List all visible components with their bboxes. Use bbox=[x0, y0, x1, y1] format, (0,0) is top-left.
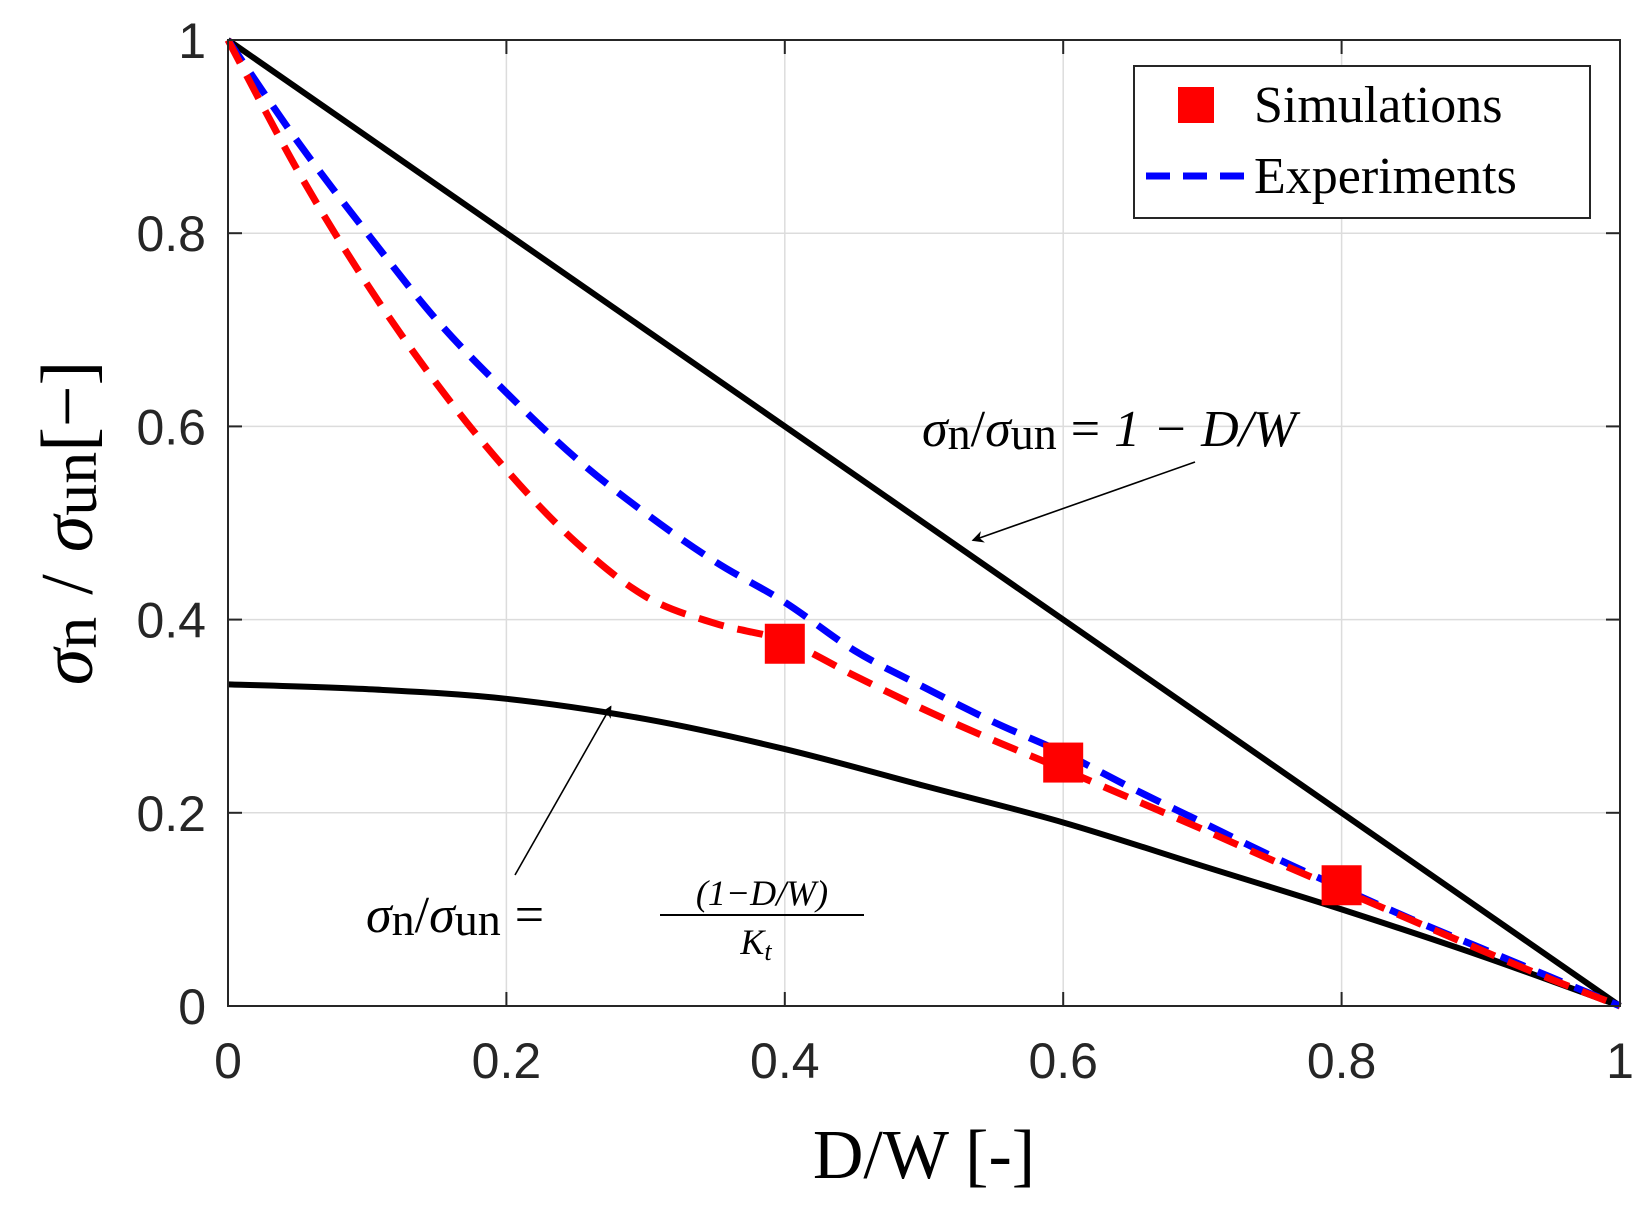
svg-text:Kt: Kt bbox=[739, 922, 772, 966]
ann-kt-equals: = bbox=[515, 887, 544, 944]
x-tick-label: 0.6 bbox=[1028, 1033, 1098, 1089]
ann-linear-equals: = bbox=[1071, 401, 1100, 458]
ann-kt-sub2: un bbox=[455, 894, 501, 945]
annotation-linear-arrow bbox=[971, 461, 1196, 543]
annotation-kt: σn/σun = (1−D/W) Kt bbox=[366, 705, 864, 966]
y-tick-label: 0.4 bbox=[136, 593, 206, 649]
legend-simulations-label: Simulations bbox=[1254, 77, 1502, 134]
legend: Simulations Experiments bbox=[1133, 65, 1591, 219]
plot-frame bbox=[227, 39, 1621, 1007]
legend-experiments-label: Experiments bbox=[1254, 148, 1517, 205]
ann-linear-rhs: 1 − D/W bbox=[1114, 401, 1301, 458]
simulation-point bbox=[1043, 742, 1084, 783]
x-tick-label: 0.4 bbox=[750, 1033, 820, 1089]
y-label-sigma2: σ bbox=[27, 513, 109, 552]
ann-kt-sigma2: σ bbox=[429, 887, 457, 944]
y-label-sub1: n bbox=[39, 617, 110, 649]
series-layer bbox=[224, 37, 1622, 1010]
y-tick-label: 0.8 bbox=[136, 206, 206, 262]
ann-kt-denominator: K bbox=[739, 922, 766, 962]
y-label-slash: / bbox=[27, 574, 109, 595]
svg-text:σn/σun=1 − D/W: σn/σun = 1 − D/W bbox=[922, 401, 1301, 459]
y-tick-label: 0.2 bbox=[136, 786, 206, 842]
annotation-linear: σn/σun = 1 − D/W bbox=[922, 401, 1301, 543]
ann-kt-denominator-sub: t bbox=[764, 937, 772, 966]
ann-kt-numerator: (1−D/W) bbox=[696, 873, 828, 913]
y-tick-label: 1 bbox=[178, 13, 206, 69]
simulation-point bbox=[764, 623, 805, 664]
ticks bbox=[227, 39, 1621, 1007]
simulations-fit-line bbox=[224, 38, 1622, 1010]
legend-simulations-marker bbox=[1178, 87, 1214, 123]
ann-linear-slash: / bbox=[971, 401, 986, 458]
y-axis-label: σn/σun[−] bbox=[27, 361, 110, 686]
x-tick-label: 0.2 bbox=[472, 1033, 542, 1089]
theory-line-linear bbox=[226, 37, 1622, 1009]
svg-text:σn/σun=: σn/σun = bbox=[366, 887, 544, 945]
theory-line-kt bbox=[227, 681, 1622, 1009]
y-label-sub2: un bbox=[39, 452, 110, 516]
ann-kt-sub1: n bbox=[392, 894, 415, 945]
x-tick-label: 1 bbox=[1606, 1033, 1634, 1089]
x-axis-label: D/W [-] bbox=[813, 1117, 1035, 1194]
svg-text:σn/σun[−]: σn/σun[−] bbox=[27, 361, 110, 686]
y-label-unit: [−] bbox=[27, 361, 109, 452]
ann-kt-slash: / bbox=[415, 887, 430, 944]
x-tick-label: 0.8 bbox=[1307, 1033, 1377, 1089]
simulation-point bbox=[1321, 865, 1362, 906]
ann-kt-sigma1: σ bbox=[366, 887, 394, 944]
ann-linear-sub1: n bbox=[948, 408, 971, 459]
y-tick-label: 0.6 bbox=[136, 399, 206, 455]
ann-linear-sigma1: σ bbox=[922, 401, 950, 458]
ann-linear-sigma2: σ bbox=[985, 401, 1013, 458]
annotation-kt-arrow bbox=[514, 705, 612, 876]
x-tick-label: 0 bbox=[214, 1033, 242, 1089]
ann-linear-sub2: un bbox=[1011, 408, 1057, 459]
tick-labels: 0 0.2 0.4 0.6 0.8 1 0 0.2 0.4 0.6 0.8 1 bbox=[136, 13, 1633, 1089]
y-label-sigma1: σ bbox=[27, 646, 109, 685]
y-tick-label: 0 bbox=[178, 979, 206, 1035]
